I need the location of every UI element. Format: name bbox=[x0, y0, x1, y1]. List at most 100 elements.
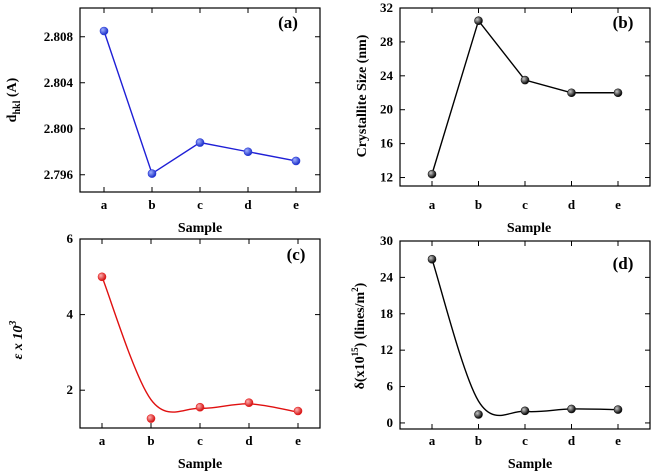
panel-d-point-a bbox=[427, 254, 437, 264]
panel-c-xtick-label: e bbox=[295, 433, 301, 448]
panel-c-marks bbox=[97, 272, 303, 423]
panel-c-xlabel: Sample bbox=[178, 457, 222, 472]
panel-b-point-b bbox=[474, 16, 483, 26]
panel-a-xtick-label: b bbox=[148, 197, 155, 212]
panel-c-point-e bbox=[293, 406, 303, 416]
panel-d-series-line bbox=[431, 258, 619, 417]
panel-a-ytick-label: 2.804 bbox=[44, 75, 74, 90]
panel-a-series-line bbox=[103, 30, 297, 175]
panel-d-point-b bbox=[474, 410, 483, 419]
panel-d-ytick-label: 24 bbox=[380, 269, 394, 284]
panel-b-frame bbox=[399, 7, 651, 187]
panel-d-point-e bbox=[613, 405, 623, 414]
panel-c-xtick-label: d bbox=[245, 433, 253, 448]
panel-b-ytick-label: 24 bbox=[380, 68, 394, 83]
panel-d: (d) Sample δ(x1015) (lines/m2) 0 6 12 18 24 3… bbox=[350, 233, 651, 472]
panel-a: (a) Sample dhkl (A) 2.7962.8002.8042.808… bbox=[5, 7, 321, 236]
panel-d-label: (d) bbox=[613, 254, 634, 273]
panel-a-ticks: 2.796 2.800 2.804 2.808 a b c d e bbox=[44, 8, 320, 212]
panel-b-marks bbox=[427, 16, 623, 179]
panel-d-ytick-label: 12 bbox=[380, 342, 393, 357]
panel-b-point-a bbox=[427, 169, 437, 179]
panel-d-ylabel-mid: ) (lines/m bbox=[353, 291, 368, 347]
panel-b-series-line bbox=[431, 19, 618, 175]
panel-c: (c) Sample ε x 103 2 4 6 a b c d e bbox=[8, 231, 321, 472]
panel-a-xtick-label: a bbox=[101, 197, 108, 212]
panel-d-ylabel-sup2: 2 bbox=[350, 287, 360, 292]
panel-c-point-b bbox=[146, 414, 156, 423]
panel-b-point-d bbox=[567, 88, 576, 98]
panel-d-xlabel: Sample bbox=[508, 457, 552, 472]
panel-b-ticks: 12 16 20 24 28 32 a b c d e bbox=[380, 0, 650, 212]
panel-d-ticks: 0 6 12 18 24 30 a b c d e bbox=[380, 233, 650, 448]
panel-d-ylabel-main: δ(x10 bbox=[353, 356, 368, 389]
panel-b-xtick-label: e bbox=[615, 197, 621, 212]
panel-b-point-c bbox=[520, 75, 530, 85]
panel-c-xtick-label: c bbox=[197, 433, 203, 448]
panel-d-ytick-label: 0 bbox=[387, 415, 394, 430]
panel-c-point-c bbox=[195, 402, 205, 412]
panel-c-ylabel-sup: 3 bbox=[8, 321, 19, 327]
panel-a-xlabel: Sample bbox=[178, 221, 222, 236]
panel-a-xtick-label: e bbox=[293, 197, 299, 212]
panel-c-ytick-label: 2 bbox=[67, 382, 74, 397]
panel-d-point-c bbox=[520, 406, 530, 416]
panel-b-xtick-label: c bbox=[522, 197, 528, 212]
panel-a-frame bbox=[79, 7, 321, 193]
panel-a-point-c bbox=[195, 138, 205, 147]
panel-a-label: (a) bbox=[278, 13, 298, 32]
panel-a-marks bbox=[99, 26, 301, 178]
panel-a-xtick-label: c bbox=[197, 197, 203, 212]
panel-c-xtick-label: a bbox=[99, 433, 106, 448]
panel-c-point-a bbox=[97, 272, 107, 282]
panel-c-ytick-label: 6 bbox=[67, 231, 74, 246]
panel-a-point-e bbox=[291, 156, 301, 166]
panel-b-xtick-label: d bbox=[568, 197, 576, 212]
panel-d-xtick-label: d bbox=[568, 433, 576, 448]
panel-c-label: (c) bbox=[287, 245, 306, 264]
panel-a-ylabel-unit: (A) bbox=[5, 77, 20, 100]
panel-b-xtick-label: b bbox=[475, 197, 482, 212]
panel-d-xtick-label: b bbox=[475, 433, 482, 448]
panel-b-point-e bbox=[613, 88, 623, 98]
panel-c-frame bbox=[79, 238, 321, 429]
panel-d-ytick-label: 6 bbox=[387, 379, 394, 394]
panel-a-ytick-label: 2.800 bbox=[44, 121, 73, 136]
panel-d-ytick-label: 30 bbox=[380, 233, 393, 248]
panel-c-series-line bbox=[101, 276, 299, 413]
panel-b-ytick-label: 20 bbox=[380, 102, 393, 117]
panel-b-ylabel: Crystallite Size (nm) bbox=[355, 34, 370, 157]
panel-b-label: (b) bbox=[613, 13, 634, 32]
panel-a-xtick-label: d bbox=[244, 197, 252, 212]
panel-a-ytick-label: 2.796 bbox=[44, 167, 74, 182]
panel-d-xtick-label: c bbox=[522, 433, 528, 448]
panel-b-ytick-label: 12 bbox=[380, 170, 393, 185]
panel-d-point-d bbox=[567, 404, 576, 414]
panel-b-xtick-label: a bbox=[429, 197, 436, 212]
panel-c-ytick-label: 4 bbox=[67, 307, 74, 322]
panel-b: (b) Sample Crystallite Size (nm) 12 16 20 2… bbox=[355, 0, 651, 236]
panel-c-point-d bbox=[244, 398, 254, 407]
panel-b-xlabel: Sample bbox=[507, 221, 551, 236]
panel-c-ylabel: ε x 103 bbox=[8, 321, 26, 360]
panel-c-xtick-label: b bbox=[147, 433, 154, 448]
panel-d-ylabel: δ(x1015) (lines/m2) bbox=[350, 282, 368, 389]
panel-b-ytick-label: 16 bbox=[380, 136, 394, 151]
panel-a-point-d bbox=[243, 147, 253, 157]
panel-d-ylabel-sup1: 15 bbox=[350, 347, 360, 357]
panel-b-ytick-label: 28 bbox=[380, 34, 394, 49]
panel-a-ytick-label: 2.808 bbox=[44, 29, 74, 44]
panel-a-ylabel-main: d bbox=[5, 114, 20, 122]
panel-d-marks bbox=[427, 254, 623, 419]
panel-d-ylabel-end: ) bbox=[353, 282, 368, 287]
panel-c-ticks: 2 4 6 a b c d e bbox=[67, 231, 320, 448]
panel-d-ytick-label: 18 bbox=[380, 306, 394, 321]
panel-d-xtick-label: e bbox=[615, 433, 621, 448]
panel-a-point-a bbox=[99, 26, 109, 36]
panel-d-xtick-label: a bbox=[429, 433, 436, 448]
panel-a-point-b bbox=[147, 169, 157, 178]
panel-a-ylabel-sub: hkl bbox=[12, 100, 23, 114]
panel-b-ytick-label: 32 bbox=[380, 0, 393, 15]
panel-c-ylabel-main: ε x 10 bbox=[11, 326, 26, 360]
